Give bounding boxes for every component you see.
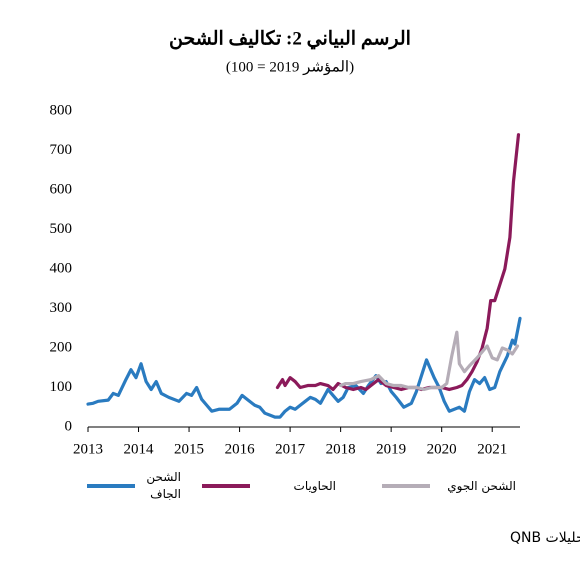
x-tick-label: 2017: [275, 441, 306, 457]
x-tick-label: 2013: [73, 441, 103, 457]
y-tick-label: 100: [50, 379, 73, 395]
legend-label: الشحن الجاف: [146, 470, 181, 501]
legend-swatch: [202, 484, 250, 488]
legend-swatch: [87, 484, 135, 488]
x-tick-label: 2018: [326, 441, 356, 457]
y-tick-label: 500: [50, 221, 73, 237]
x-tick-label: 2016: [225, 441, 256, 457]
chart-subtitle: (المؤشر 2019 = 100): [226, 59, 354, 75]
legend-label: الحاويات: [293, 478, 336, 493]
y-tick-label: 200: [50, 339, 73, 355]
y-tick-label: 700: [50, 142, 73, 158]
y-tick-label: 800: [50, 102, 73, 118]
legend-item: الشحن الجاف: [85, 466, 181, 506]
x-tick-label: 2021: [477, 441, 507, 457]
y-tick-label: 300: [50, 300, 73, 316]
x-tick-label: 2014: [124, 441, 155, 457]
source-note: المصادر: بيانات بورصة البلطيق الخاصة بسو…: [510, 530, 580, 546]
y-tick-label: 600: [50, 181, 73, 197]
x-tick-label: 2020: [427, 441, 457, 457]
legend-swatch: [382, 484, 430, 488]
x-tick-label: 2019: [376, 441, 406, 457]
legend-item: الحاويات: [200, 466, 336, 506]
series-line: [86, 316, 522, 419]
chart-title: الرسم البياني 2: تكاليف الشحن: [169, 28, 411, 50]
series-line: [339, 330, 520, 392]
legend: الشحن الجاف الحاويات الشحن الجوي: [0, 466, 580, 506]
x-tick-label: 2015: [174, 441, 204, 457]
legend-label: الشحن الجوي: [447, 478, 516, 493]
legend-item: الشحن الجوي: [380, 466, 516, 506]
y-tick-label: 0: [65, 418, 73, 434]
series-line: [275, 133, 521, 392]
y-tick-label: 400: [50, 260, 73, 276]
